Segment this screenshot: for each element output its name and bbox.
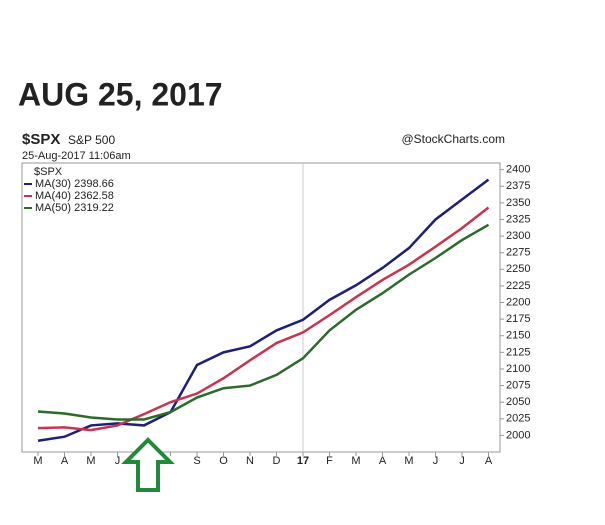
series-line: [37, 223, 490, 421]
y-tick-label: 2025: [506, 413, 530, 425]
chart-title: AUG 25, 2017: [18, 76, 223, 112]
series-line: [37, 178, 490, 442]
y-tick-label: 2100: [506, 363, 530, 375]
y-tick-label: 2275: [506, 247, 530, 259]
legend-label: MA(40) 2362.58: [35, 190, 114, 202]
arrow: [121, 437, 175, 492]
x-tick-label: M: [404, 455, 413, 467]
legend-label: MA(30) 2398.66: [35, 178, 114, 190]
y-tick-label: 2375: [506, 180, 530, 192]
y-tick-label: 2250: [506, 263, 530, 275]
timestamp: 25-Aug-2017 11:06am: [22, 150, 131, 162]
x-tick-label: A: [61, 455, 69, 467]
y-tick-label: 2325: [506, 213, 530, 225]
x-tick-label: M: [351, 455, 360, 467]
x-tick-label: 17: [297, 455, 309, 467]
y-tick-label: 2200: [506, 296, 530, 308]
x-tick-label: J: [433, 455, 439, 467]
legend-title: $SPX: [34, 166, 63, 178]
x-tick-label: A: [485, 455, 493, 467]
y-tick-label: 2150: [506, 330, 530, 342]
y-tick-label: 2400: [506, 164, 530, 176]
source: @StockCharts.com: [401, 132, 505, 146]
series-line: [37, 206, 490, 432]
y-tick-label: 2300: [506, 230, 530, 242]
y-tick-label: 2350: [506, 197, 530, 209]
x-tick-label: J: [115, 455, 121, 467]
y-tick-label: 2175: [506, 313, 530, 325]
symbol: $SPX: [22, 131, 60, 148]
legend-label: MA(50) 2319.22: [35, 202, 114, 214]
x-tick-label: M: [86, 455, 95, 467]
y-tick-label: 2125: [506, 346, 530, 358]
x-tick-label: D: [273, 455, 281, 467]
x-tick-label: N: [246, 455, 254, 467]
x-tick-label: A: [379, 455, 387, 467]
y-tick-label: 2075: [506, 379, 530, 391]
y-tick-label: 2000: [506, 429, 530, 441]
x-tick-label: J: [459, 455, 465, 467]
x-tick-label: F: [326, 455, 333, 467]
x-tick-label: M: [33, 455, 42, 467]
y-tick-label: 2050: [506, 396, 530, 408]
symbol-name: S&P 500: [68, 133, 115, 147]
x-tick-label: S: [193, 455, 200, 467]
plot-frame: [21, 162, 501, 453]
y-tick-label: 2225: [506, 280, 530, 292]
x-tick-label: O: [219, 455, 228, 467]
